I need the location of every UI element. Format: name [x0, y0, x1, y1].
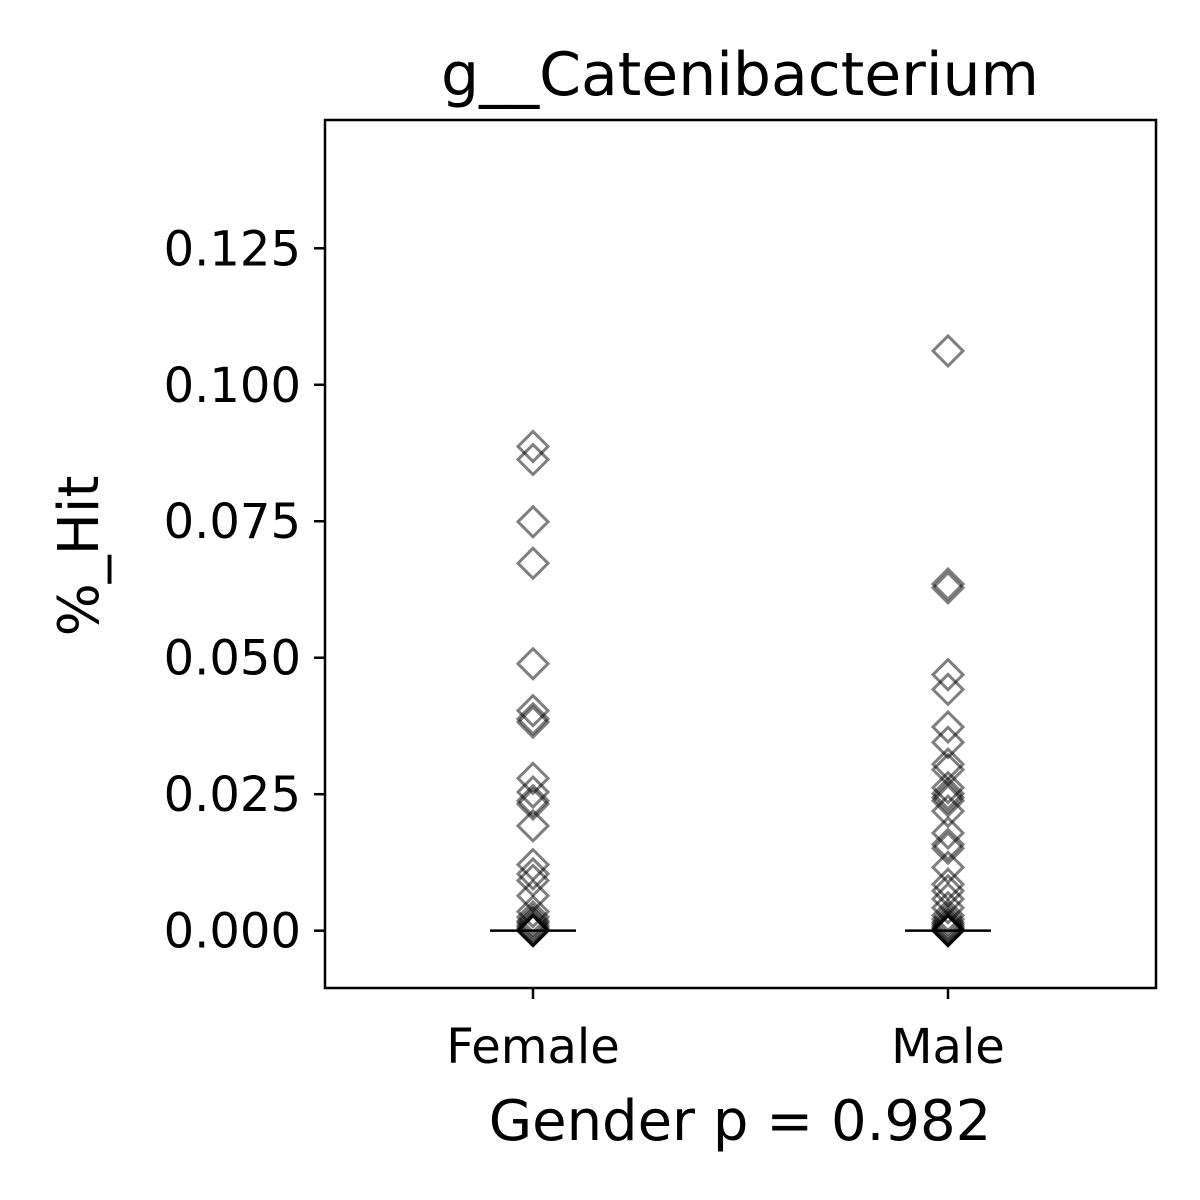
data-point-female — [515, 761, 551, 796]
data-point-male — [930, 780, 966, 815]
chart-title: g__Catenibacterium — [441, 40, 1039, 110]
data-point-female — [515, 783, 551, 818]
data-point-male — [930, 831, 966, 866]
x-tick-label-female: Female — [446, 1019, 620, 1075]
y-tick-label: 0.125 — [164, 221, 301, 277]
data-point-male — [930, 905, 966, 940]
y-axis: 0.000 0.025 0.050 0.075 0.100 0.125 — [164, 221, 325, 960]
data-point-female — [515, 504, 551, 539]
y-tick-label: 0.025 — [164, 767, 301, 823]
data-point-female — [515, 442, 551, 477]
data-point-male — [930, 333, 966, 369]
data-point-female — [515, 913, 551, 948]
data-point-female — [515, 808, 551, 843]
data-point-male — [930, 770, 966, 805]
y-tick-label: 0.075 — [164, 494, 301, 550]
y-tick-label: 0.050 — [164, 631, 301, 687]
data-point-female — [515, 646, 551, 681]
data-point-female — [515, 693, 551, 728]
y-axis-label: %_Hit — [47, 476, 112, 637]
data-point-female — [515, 903, 551, 938]
data-point-male — [930, 657, 966, 692]
data-point-male — [930, 566, 966, 602]
data-point-male — [930, 815, 966, 851]
data-point-female — [515, 546, 551, 581]
data-point-male — [930, 794, 966, 829]
data-point-female — [515, 899, 551, 935]
y-tick-label: 0.000 — [164, 904, 301, 960]
data-point-male — [930, 907, 966, 942]
data-point-female — [515, 856, 551, 892]
data-point-male — [930, 672, 966, 707]
x-axis-label: Gender p = 0.982 — [489, 1089, 992, 1154]
plot-frame — [323, 118, 1158, 990]
data-point-female — [515, 705, 551, 740]
data-point-male — [930, 776, 966, 811]
data-point-male — [930, 913, 966, 948]
y-tick-label: 0.100 — [164, 358, 301, 414]
data-point-male — [930, 570, 966, 605]
data-point-male — [930, 783, 966, 818]
plot-area — [490, 333, 991, 948]
data-point-female — [515, 429, 551, 464]
data-point-male — [930, 890, 966, 925]
x-tick-label-male: Male — [891, 1019, 1005, 1075]
data-point-female — [515, 908, 551, 943]
data-point-male — [930, 725, 966, 760]
data-point-female — [515, 786, 551, 822]
data-point-female — [515, 905, 551, 941]
x-axis: Female Male — [446, 988, 1005, 1075]
data-point-male — [930, 709, 966, 745]
data-point-female — [515, 774, 551, 810]
data-point-female — [515, 894, 551, 929]
data-point-male — [930, 827, 966, 862]
data-point-male — [930, 902, 966, 937]
data-point-female — [515, 701, 551, 736]
